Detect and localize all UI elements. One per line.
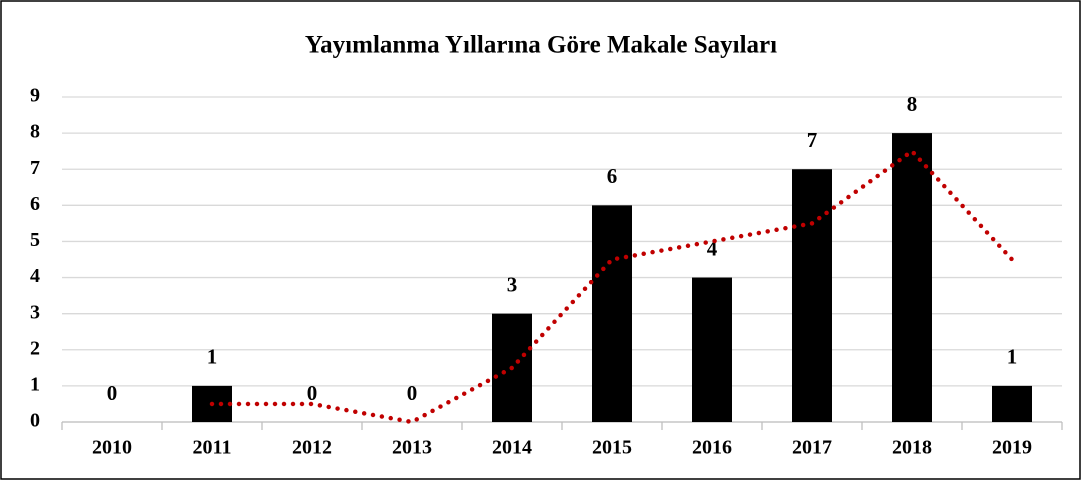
bar bbox=[692, 277, 732, 422]
y-tick-label: 0 bbox=[30, 410, 40, 432]
bar bbox=[892, 133, 932, 422]
y-tick-label: 7 bbox=[30, 157, 40, 179]
y-tick-label: 1 bbox=[30, 373, 40, 395]
data-label: 6 bbox=[607, 164, 618, 188]
y-tick-label: 3 bbox=[30, 301, 40, 323]
y-tick-label: 8 bbox=[30, 121, 40, 143]
x-tick-label: 2014 bbox=[492, 437, 532, 459]
x-tick-label: 2013 bbox=[392, 437, 432, 459]
x-tick-label: 2017 bbox=[792, 437, 832, 459]
x-tick-label: 2015 bbox=[592, 437, 632, 459]
chart-title: Yayımlanma Yıllarına Göre Makale Sayılar… bbox=[305, 32, 777, 59]
data-label: 0 bbox=[107, 381, 118, 405]
data-label: 7 bbox=[807, 128, 818, 152]
data-label: 0 bbox=[407, 381, 418, 405]
data-label: 4 bbox=[707, 236, 718, 260]
y-tick-label: 9 bbox=[30, 85, 40, 107]
x-tick-label: 2018 bbox=[892, 437, 932, 459]
y-tick-label: 2 bbox=[30, 337, 40, 359]
bar bbox=[792, 169, 832, 422]
bar bbox=[592, 205, 632, 422]
data-label: 1 bbox=[1007, 345, 1018, 369]
data-label: 0 bbox=[307, 381, 318, 405]
x-tick-label: 2019 bbox=[992, 437, 1032, 459]
y-tick-label: 6 bbox=[30, 193, 40, 215]
x-tick-label: 2011 bbox=[193, 437, 232, 459]
trendline bbox=[209, 148, 1015, 425]
data-label: 3 bbox=[507, 272, 518, 296]
data-label: 8 bbox=[907, 92, 918, 116]
y-tick-label: 5 bbox=[30, 229, 40, 251]
x-tick-label: 2010 bbox=[92, 437, 132, 459]
y-tick-label: 4 bbox=[30, 265, 40, 287]
x-tick-label: 2016 bbox=[692, 437, 732, 459]
data-label: 1 bbox=[207, 345, 218, 369]
x-tick-label: 2012 bbox=[292, 437, 332, 459]
bar bbox=[992, 385, 1032, 422]
